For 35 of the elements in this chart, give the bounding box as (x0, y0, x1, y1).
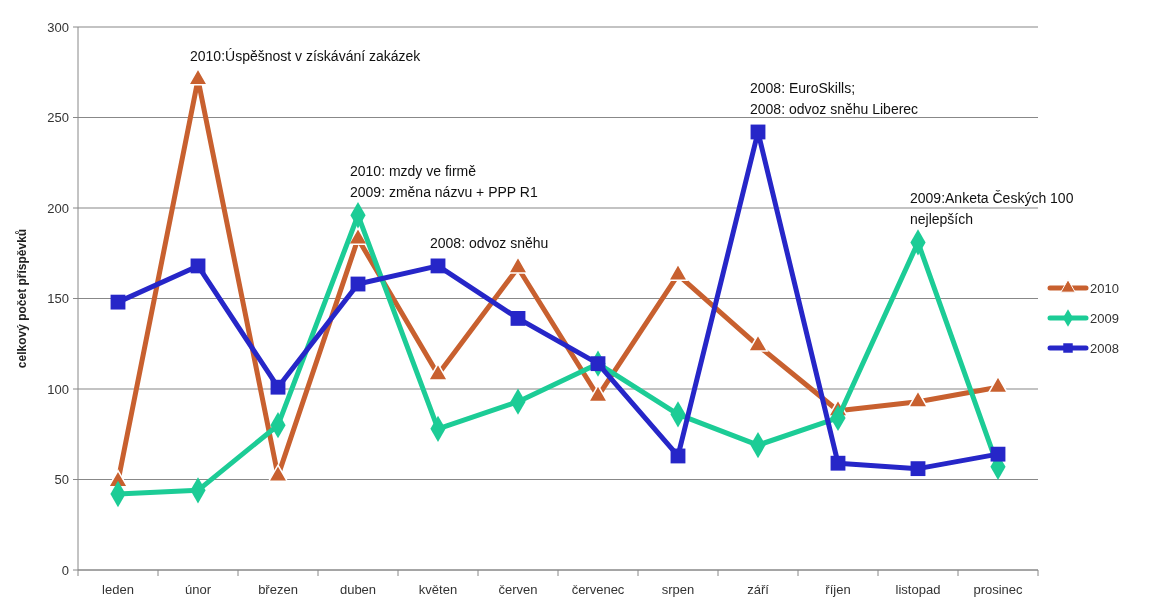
x-tick-label: březen (258, 582, 298, 597)
x-tick-label: květen (418, 582, 458, 597)
legend-label: 2009 (1090, 310, 1119, 326)
x-tick-label: duben (339, 582, 377, 597)
x-tick-label: říjen (825, 582, 851, 597)
point (590, 356, 606, 372)
annotation: 2010: mzdy ve firmě 2009: změna názvu + PPP R1 (350, 163, 538, 201)
x-tick-label: leden (102, 582, 134, 597)
x-tick-label: listopad (895, 582, 941, 597)
x-tick-label: prosinec (973, 582, 1024, 597)
x-tick-label: únor (184, 582, 212, 597)
point (910, 461, 926, 477)
x-tick-label: srpen (661, 582, 695, 597)
x-tick-label: červen (498, 582, 538, 597)
y-tick-label: 300 (47, 19, 69, 35)
annotation: 2010:Úspěšnost v získávání zakázek (190, 48, 422, 65)
point (830, 455, 846, 471)
y-tick-label: 0 (61, 562, 69, 578)
point (510, 310, 526, 326)
point (110, 294, 126, 310)
y-tick-label: 250 (47, 110, 69, 126)
annotation: 2008: EuroSkills; 2008: odvoz sněhu Liberec (750, 79, 919, 117)
y-tick-label: 200 (47, 200, 69, 216)
point (990, 446, 1006, 462)
annotation: 2009:Anketa Českých 100 nejlepších (910, 190, 1074, 228)
legend-label: 2008 (1090, 340, 1119, 356)
y-tick-label: 150 (47, 291, 69, 307)
annotation: 2008: odvoz sněhu (430, 234, 549, 251)
legend-label: 2010 (1090, 280, 1119, 296)
x-tick-label: červenec (571, 582, 625, 597)
x-tick-label: září (747, 582, 770, 597)
y-tick-label: 50 (54, 472, 69, 488)
point (270, 379, 286, 395)
y-axis-title: celkový počet příspěvků (15, 228, 29, 369)
y-tick-label: 100 (47, 381, 69, 397)
